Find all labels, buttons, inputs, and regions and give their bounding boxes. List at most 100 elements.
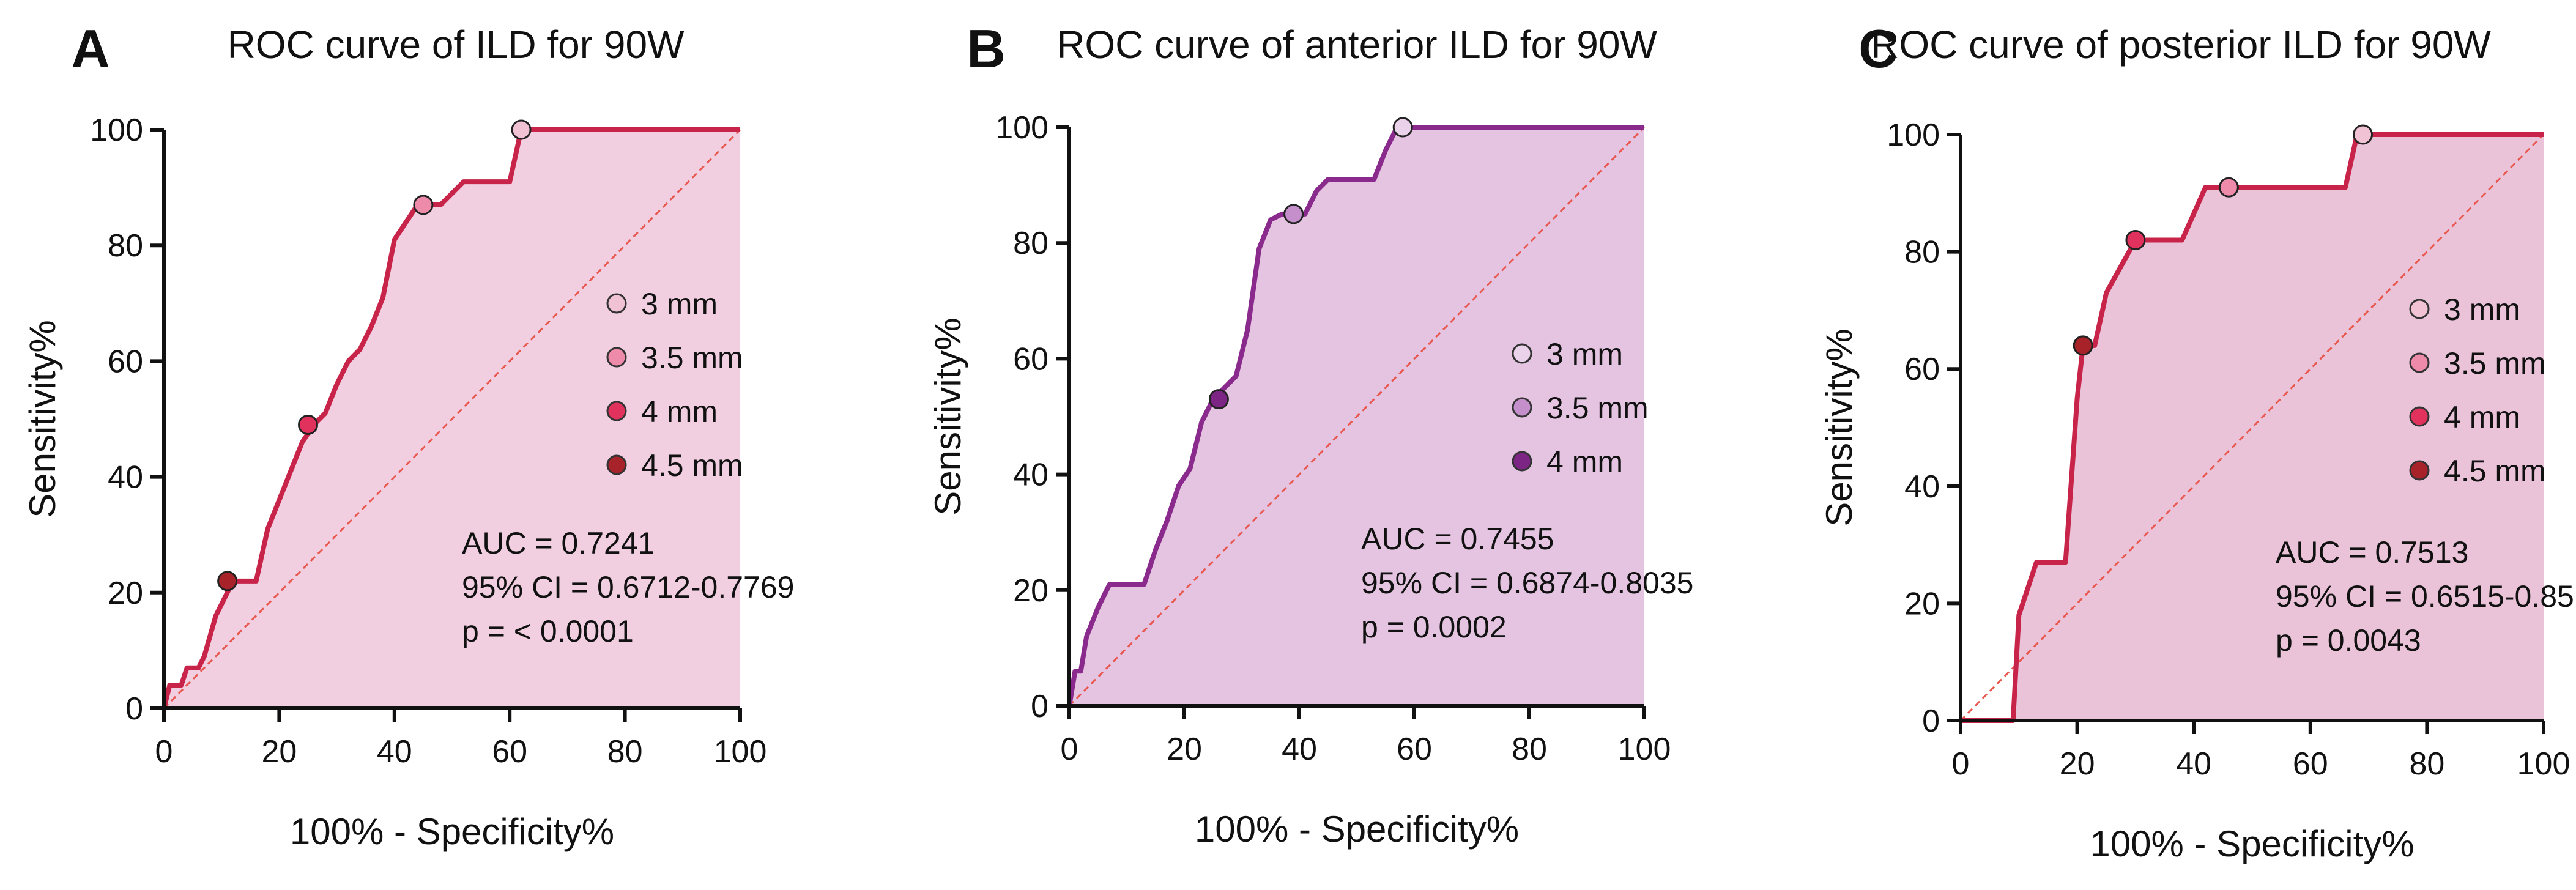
y-tick-label: 60 (108, 344, 143, 379)
y-tick-label: 80 (1904, 235, 1940, 270)
stat-annotation: 95% CI = 0.6874-0.8035 (1361, 566, 1693, 600)
y-tick-label: 80 (108, 228, 143, 264)
y-tick-label: 100 (90, 113, 143, 148)
y-tick-label: 40 (108, 460, 143, 495)
legend-label: 4.5 mm (641, 448, 743, 483)
legend-marker (606, 454, 627, 475)
cutoff-point (2353, 124, 2374, 145)
legend-marker (2409, 299, 2430, 319)
stat-annotation: AUC = 0.7455 (1361, 522, 1554, 556)
legend-label: 4 mm (641, 395, 718, 429)
legend-label: 3.5 mm (2444, 346, 2546, 380)
stat-annotation: AUC = 0.7513 (2276, 535, 2468, 569)
legend-label: 3 mm (1546, 337, 1623, 371)
y-axis-title: Sensitivity% (22, 320, 63, 517)
x-tick-label: 0 (155, 734, 173, 769)
reference-diagonal-line (1068, 126, 1646, 707)
x-axis-title: 100% - Specificity% (2090, 823, 2414, 864)
legend-marker (1512, 343, 1532, 364)
y-tick-label: 80 (1013, 226, 1049, 261)
legend-label: 4 mm (1546, 445, 1623, 479)
legend-label: 4 mm (2444, 400, 2520, 434)
x-tick-label: 60 (492, 734, 527, 769)
y-tick-label: 0 (1922, 703, 1940, 739)
cutoff-point (2073, 335, 2093, 356)
y-tick-label: 0 (1031, 689, 1049, 724)
stat-annotation: p = 0.0043 (2276, 623, 2421, 658)
panel-b: B ROC curve of anterior ILD for 90W 0 20 40 6… (927, 18, 1693, 850)
x-axis-title: 100% - Specificity% (1195, 809, 1519, 850)
legend-label: 3 mm (641, 287, 718, 321)
cutoff-point (2125, 229, 2146, 250)
x-tick-label: 60 (1397, 732, 1432, 767)
legend-label: 3.5 mm (641, 341, 743, 375)
x-tick-label: 80 (2409, 746, 2444, 782)
x-tick-label: 0 (1952, 746, 1970, 782)
x-tick-label: 80 (1512, 732, 1547, 767)
x-tick-label: 0 (1061, 732, 1078, 767)
x-tick-label: 20 (1167, 732, 1202, 767)
reference-diagonal-line (163, 128, 741, 710)
legend-marker (606, 401, 627, 421)
legend-marker (606, 293, 627, 314)
panel-a: A ROC curve of ILD for 90W 0 20 40 60 80 100 0 20… (22, 18, 794, 852)
x-tick-label: 80 (607, 734, 643, 769)
stat-annotation: 95% CI = 0.6712-0.7769 (462, 570, 794, 604)
y-tick-label: 20 (1013, 573, 1049, 609)
y-tick-label: 40 (1904, 469, 1940, 505)
legend-marker (2409, 460, 2430, 481)
cutoff-point (1392, 117, 1413, 138)
x-tick-label: 40 (377, 734, 412, 769)
y-tick-label: 100 (995, 110, 1049, 146)
legend-marker (606, 347, 627, 368)
stat-annotation: p = < 0.0001 (462, 614, 634, 648)
cutoff-point (1283, 204, 1304, 224)
legend-label: 3 mm (2444, 292, 2520, 327)
y-tick-label: 0 (125, 691, 143, 727)
cutoff-point (2218, 177, 2239, 198)
y-tick-label: 60 (1904, 352, 1940, 387)
cutoff-point (298, 414, 318, 435)
cutoff-point (1208, 389, 1229, 410)
stat-annotation: 95% CI = 0.6515-0.8511 (2276, 579, 2576, 614)
panel-letter: C (1858, 18, 1898, 79)
legend-label: 3.5 mm (1546, 391, 1649, 425)
roc-fill-area (1961, 135, 2544, 721)
x-tick-label: 40 (1282, 732, 1317, 767)
y-tick-label: 60 (1013, 341, 1049, 377)
stat-annotation: AUC = 0.7241 (462, 526, 655, 560)
reference-diagonal-line (1959, 133, 2545, 722)
roc-curve-line (1067, 125, 1644, 706)
y-tick-label: 20 (1904, 586, 1940, 621)
y-tick-label: 100 (1887, 117, 1940, 153)
x-tick-label: 100 (1618, 732, 1671, 767)
stat-annotation: p = 0.0002 (1361, 610, 1507, 644)
legend-marker (2409, 406, 2430, 427)
chart-title: ROC curve of ILD for 90W (228, 23, 685, 67)
y-tick-label: 20 (108, 576, 143, 611)
x-tick-label: 60 (2293, 746, 2328, 782)
legend-label: 4.5 mm (2444, 454, 2546, 488)
x-axis-title: 100% - Specificity% (290, 811, 614, 852)
y-axis-title: Sensitivity% (927, 317, 968, 515)
legend-marker (2409, 352, 2430, 373)
legend-marker (1512, 397, 1532, 418)
y-tick-label: 40 (1013, 458, 1049, 493)
legend-marker (1512, 451, 1532, 472)
x-tick-label: 100 (2517, 746, 2570, 782)
chart-title: ROC curve of posterior ILD for 90W (1871, 23, 2491, 67)
x-tick-label: 20 (2060, 746, 2095, 782)
cutoff-point (217, 571, 238, 591)
roc-curve-line (161, 127, 740, 709)
x-tick-label: 100 (714, 734, 767, 769)
x-tick-label: 20 (261, 734, 297, 769)
cutoff-point (413, 195, 434, 215)
cutoff-point (511, 119, 532, 140)
panel-letter: A (71, 18, 110, 79)
y-axis-title: Sensitivity% (1819, 328, 1860, 526)
chart-title: ROC curve of anterior ILD for 90W (1056, 23, 1657, 67)
panel-letter: B (967, 18, 1006, 79)
x-tick-label: 40 (2176, 746, 2211, 782)
